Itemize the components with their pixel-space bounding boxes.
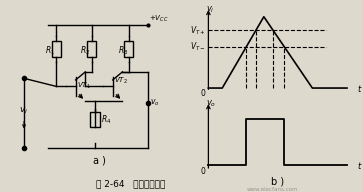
Text: $R_2$: $R_2$: [81, 45, 91, 57]
Text: www.elecfans.com: www.elecfans.com: [246, 187, 298, 192]
Text: $v_o$: $v_o$: [150, 97, 159, 108]
Text: 图 2-64   施密特触发器: 图 2-64 施密特触发器: [96, 179, 166, 188]
Text: $VT_1$: $VT_1$: [77, 81, 91, 91]
Text: $R_4$: $R_4$: [101, 113, 112, 126]
Text: $R_1$: $R_1$: [45, 45, 55, 57]
Text: $VT_2$: $VT_2$: [114, 75, 128, 86]
Bar: [52, 41, 61, 57]
Bar: [87, 41, 96, 57]
Text: a ): a ): [93, 156, 106, 166]
Text: $V_{T+}$: $V_{T+}$: [190, 24, 205, 37]
Bar: [90, 112, 99, 127]
Text: $v_i$: $v_i$: [19, 105, 28, 116]
Text: b ): b ): [271, 176, 284, 186]
Text: $t$: $t$: [357, 83, 362, 94]
Bar: [125, 41, 133, 57]
Text: $v_i$: $v_i$: [205, 5, 214, 15]
Text: $v_o$: $v_o$: [205, 99, 216, 109]
Text: $+V_{CC}$: $+V_{CC}$: [149, 14, 168, 24]
Text: 0: 0: [201, 166, 205, 175]
Text: 0: 0: [201, 89, 205, 98]
Text: $V_{T-}$: $V_{T-}$: [190, 41, 205, 53]
Text: $t$: $t$: [357, 160, 362, 170]
Text: $R_3$: $R_3$: [118, 45, 128, 57]
